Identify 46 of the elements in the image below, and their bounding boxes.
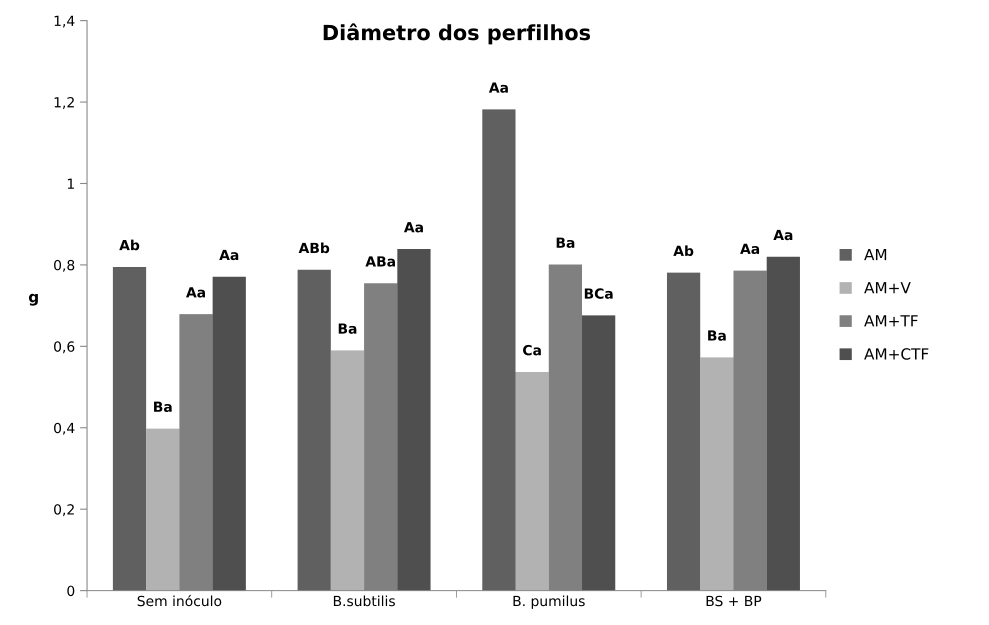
data-label: Aa: [488, 82, 508, 93]
data-label: Ba: [338, 324, 356, 334]
bar: [112, 266, 146, 591]
y-tick-label: 0,4: [54, 422, 74, 435]
y-axis-title: g: [28, 294, 38, 306]
data-label: ABb: [298, 242, 330, 254]
bar: [766, 256, 800, 591]
data-label: ABa: [365, 256, 395, 267]
x-tick-label: B. pumilus: [514, 595, 585, 609]
data-label: Ca: [523, 344, 541, 356]
data-label: BCa: [584, 288, 613, 299]
data-label: Aa: [740, 244, 760, 254]
y-tick-label: 1,4: [54, 16, 74, 28]
y-tick-label: 1,2: [54, 97, 74, 109]
bar: [212, 276, 246, 591]
y-tick-label: 0,2: [54, 504, 74, 516]
legend-label: AM+CTF: [864, 348, 928, 360]
bar: [700, 357, 734, 591]
y-tick-label: 0,6: [54, 341, 74, 354]
bar: [666, 272, 700, 591]
y-tick-label: 0,8: [54, 260, 74, 272]
bar: [397, 249, 431, 591]
data-label: Ba: [708, 330, 726, 341]
bar: [482, 109, 516, 591]
data-label: Aa: [186, 287, 205, 298]
legend-label: AM: [864, 249, 886, 260]
y-tick-label: 1: [68, 178, 74, 189]
legend-label: AM+TF: [864, 315, 918, 326]
bar: [146, 428, 180, 591]
x-tick-label: B.subtilis: [334, 595, 395, 606]
bar: [582, 315, 616, 591]
data-label: Ab: [119, 240, 140, 250]
x-tick-label: BS + BP: [706, 596, 762, 606]
chart-title: Diâmetro dos perfilhos: [324, 23, 590, 44]
bar: [298, 270, 331, 591]
data-label: Ab: [673, 245, 694, 256]
data-label: Aa: [404, 222, 423, 232]
data-label: Aa: [219, 250, 238, 260]
data-label: Aa: [773, 230, 792, 240]
bar: [330, 350, 364, 591]
bar: [516, 372, 549, 591]
legend-label: AM+V: [864, 282, 911, 294]
x-tick-label: Sem inóculo: [138, 594, 222, 606]
y-tick-label: 0: [67, 586, 74, 596]
data-label: Ba: [556, 238, 574, 248]
data-label: Ba: [154, 402, 172, 412]
